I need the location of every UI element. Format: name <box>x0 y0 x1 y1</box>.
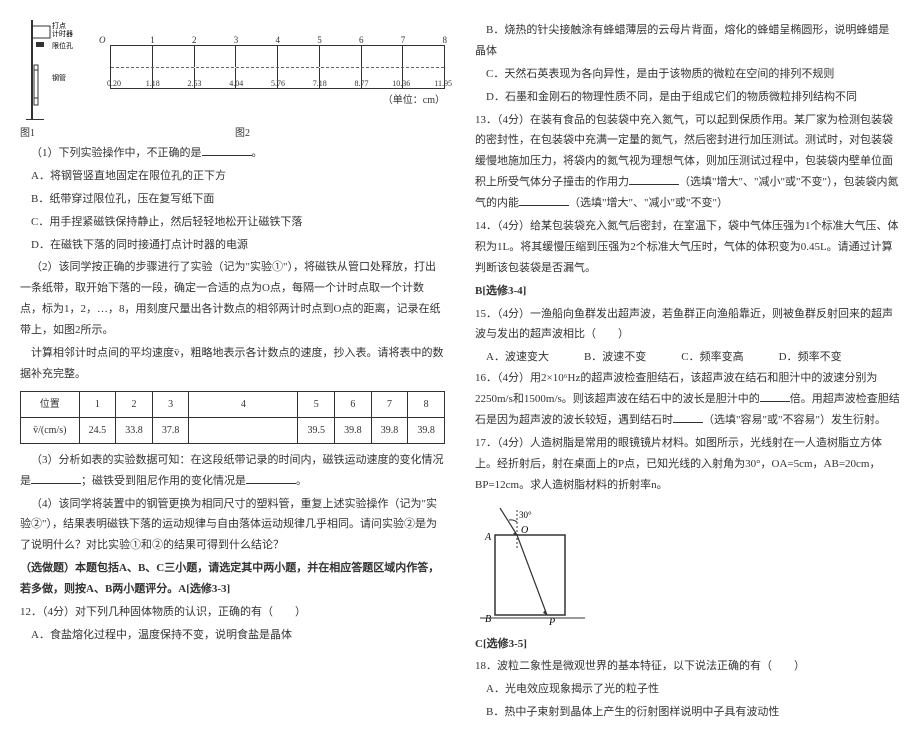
section-c: C[选修3-5] <box>475 634 900 655</box>
q12-a: A．食盐熔化过程中，温度保持不变，说明食盐是晶体 <box>20 625 445 646</box>
section-b: B[选修3-4] <box>475 281 900 302</box>
timer-label: 打点 <box>52 21 66 30</box>
table-row: 位置 1 2 3 4 5 6 7 8 <box>21 391 445 417</box>
q2b: 计算相邻计时点间的平均速度v̄，粗略地表示各计数点的速度，抄入表。请将表中的数据… <box>20 343 445 385</box>
q15: 15．（4分）一渔船向鱼群发出超声波，若鱼群正向渔船靠近，则被鱼群反射回来的超声… <box>475 304 900 346</box>
tube-label: 钢管 <box>52 73 66 82</box>
opt-a: A．将钢管竖直地固定在限位孔的正下方 <box>20 166 445 187</box>
figure-row: 打点 计时器 限位孔 钢管 O1 <box>20 20 445 120</box>
angle-label: 30° <box>519 510 532 520</box>
q15-c: C．频率变高 <box>670 347 743 368</box>
label-p: P <box>548 617 555 628</box>
label-a: A <box>484 532 492 543</box>
fig1-caption: 图1 <box>20 124 35 143</box>
q2: （2）该同学按正确的步骤进行了实验（记为"实验①"），将磁铁从管口处释放，打出一… <box>20 257 445 341</box>
q12-c: C．天然石英表现为各向异性，是由于该物质的微粒在空间的排列不规则 <box>475 64 900 85</box>
fig2-caption: 图2 <box>235 124 250 143</box>
q12-b: B．烧热的针尖接触涂有蜂蜡薄层的云母片背面，熔化的蜂蜡呈椭圆形，说明蜂蜡是晶体 <box>475 20 900 62</box>
q17: 17．（4分）人造树脂是常用的眼镜镜片材料。如图所示，光线射在一人造树脂立方体上… <box>475 433 900 496</box>
opt-c: C．用手捏紧磁铁保持静止，然后轻轻地松开让磁铁下落 <box>20 212 445 233</box>
q15-d: D．频率不变 <box>768 347 842 368</box>
label-o: O <box>521 525 528 536</box>
q18: 18．波粒二象性是微观世界的基本特征，以下说法正确的有（ ） <box>475 656 900 677</box>
section-note: （选做题）本题包括A、B、C三小题，请选定其中两小题，并在相应答题区域内作答，若… <box>20 558 445 600</box>
q14: 14．（4分）给某包装袋充入氮气后密封，在室温下，袋中气体压强为1个标准大气压、… <box>475 216 900 279</box>
q4: （4）该同学将装置中的钢管更换为相同尺寸的塑料管，重复上述实验操作（记为"实验②… <box>20 494 445 557</box>
q12-d: D．石墨和金刚石的物理性质不同，是由于组成它们的物质微粒排列结构不同 <box>475 87 900 108</box>
prism-figure: 30° A O B P <box>475 500 595 630</box>
opt-d: D．在磁铁下落的同时接通打点计时器的电源 <box>20 235 445 256</box>
ruler-figure: O1 2 3 4 5 6 7 8 0.201.18 2.53 4.04 5.76 <box>110 20 445 110</box>
q12: 12．（4分）对下列几种固体物质的认识，正确的有（ ） <box>20 602 445 623</box>
svg-text:计时器: 计时器 <box>52 29 73 38</box>
figure-1: 打点 计时器 限位孔 钢管 <box>20 20 100 120</box>
q15-a: A．波速变大 <box>475 347 549 368</box>
q15-b: B．波速不变 <box>573 347 646 368</box>
q13: 13．（4分）在装有食品的包装袋中充入氮气，可以起到保质作用。某厂家为检测包装袋… <box>475 110 900 214</box>
data-table: 位置 1 2 3 4 5 6 7 8 v̄/(cm/s) 24.5 33.8 3… <box>20 391 445 444</box>
ruler-unit: （单位：cm） <box>110 91 445 110</box>
hole-label: 限位孔 <box>52 41 73 50</box>
table-row: v̄/(cm/s) 24.5 33.8 37.8 39.5 39.8 39.8 … <box>21 417 445 443</box>
label-b: B <box>485 614 491 625</box>
tick: O1 <box>111 46 153 67</box>
opt-b: B．纸带穿过限位孔，压在复写纸下面 <box>20 189 445 210</box>
q15-options: A．波速变大 B．波速不变 C．频率变高 D．频率不变 <box>475 347 900 368</box>
right-column: B．烧热的针尖接触涂有蜂蜡薄层的云母片背面，熔化的蜂蜡呈椭圆形，说明蜂蜡是晶体 … <box>475 20 900 725</box>
q1: （1）下列实验操作中，不正确的是。 <box>20 143 445 164</box>
q18-a: A．光电效应现象揭示了光的粒子性 <box>475 679 900 700</box>
q18-b: B．热中子束射到晶体上产生的衍射图样说明中子具有波动性 <box>475 702 900 723</box>
q16: 16．（4分）用2×10⁶Hz的超声波检查胆结石，该超声波在结石和胆汁中的波速分… <box>475 368 900 431</box>
left-column: 打点 计时器 限位孔 钢管 O1 <box>20 20 445 725</box>
q3: （3）分析如表的实验数据可知：在这段纸带记录的时间内，磁铁运动速度的变化情况是；… <box>20 450 445 492</box>
